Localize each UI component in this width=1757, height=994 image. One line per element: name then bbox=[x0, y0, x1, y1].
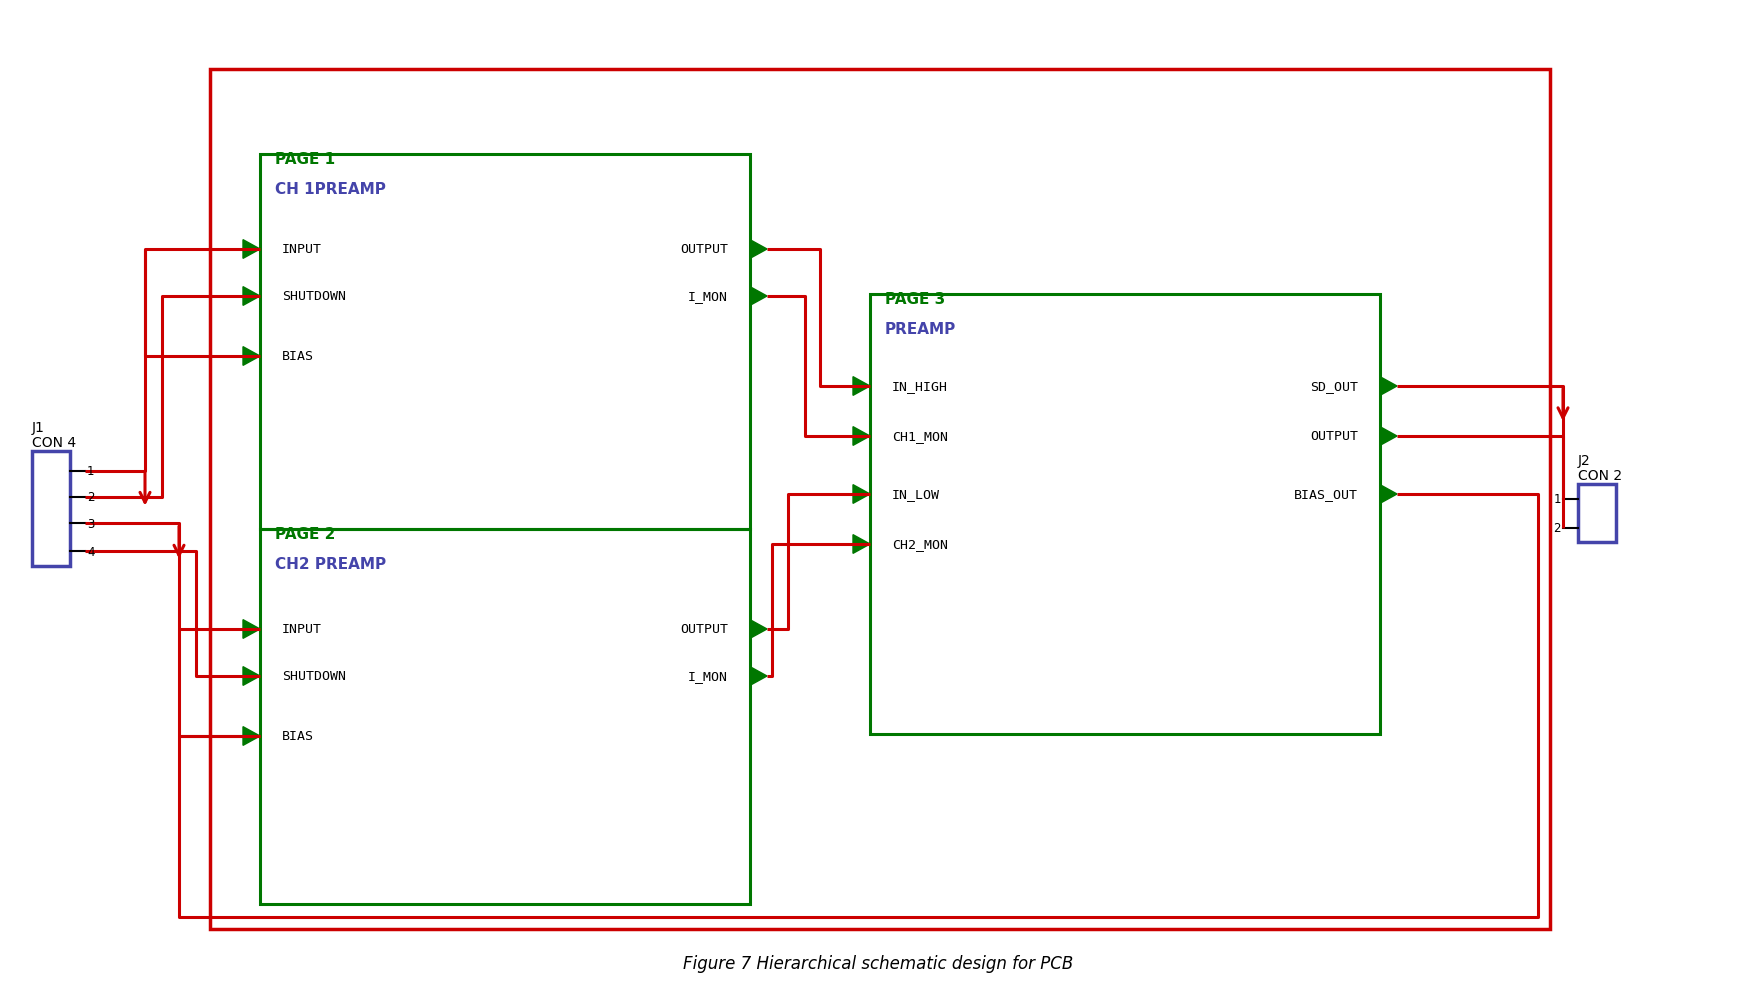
Polygon shape bbox=[750, 241, 768, 259]
Bar bbox=[870, 294, 1379, 735]
Text: J1: J1 bbox=[32, 420, 46, 434]
Text: IN_HIGH: IN_HIGH bbox=[893, 380, 949, 393]
Polygon shape bbox=[1379, 427, 1397, 446]
Bar bbox=[211, 70, 1550, 929]
Text: OUTPUT: OUTPUT bbox=[680, 623, 727, 636]
Text: INPUT: INPUT bbox=[283, 623, 322, 636]
Polygon shape bbox=[242, 241, 260, 259]
Text: PAGE 2: PAGE 2 bbox=[276, 527, 336, 542]
Text: 1: 1 bbox=[88, 464, 95, 477]
Polygon shape bbox=[242, 347, 260, 366]
Text: CON 4: CON 4 bbox=[32, 435, 76, 449]
Bar bbox=[260, 155, 750, 530]
Text: I_MON: I_MON bbox=[689, 290, 727, 303]
Bar bbox=[1578, 484, 1616, 543]
Text: OUTPUT: OUTPUT bbox=[680, 244, 727, 256]
Text: SHUTDOWN: SHUTDOWN bbox=[283, 290, 346, 303]
Text: 2: 2 bbox=[1553, 522, 1560, 535]
Polygon shape bbox=[1379, 378, 1397, 396]
Text: BIAS: BIAS bbox=[283, 730, 315, 743]
Text: IN_LOW: IN_LOW bbox=[893, 488, 940, 501]
Text: 3: 3 bbox=[88, 518, 95, 531]
Text: I_MON: I_MON bbox=[689, 670, 727, 683]
Polygon shape bbox=[242, 287, 260, 306]
Polygon shape bbox=[242, 620, 260, 639]
Text: INPUT: INPUT bbox=[283, 244, 322, 256]
Polygon shape bbox=[242, 727, 260, 746]
Polygon shape bbox=[750, 287, 768, 306]
Text: OUTPUT: OUTPUT bbox=[1311, 430, 1358, 443]
Text: 4: 4 bbox=[88, 545, 95, 558]
Text: PAGE 1: PAGE 1 bbox=[276, 152, 336, 167]
Polygon shape bbox=[852, 378, 870, 396]
Polygon shape bbox=[852, 535, 870, 554]
Text: CH2_MON: CH2_MON bbox=[893, 538, 949, 551]
Text: CH1_MON: CH1_MON bbox=[893, 430, 949, 443]
Text: PAGE 3: PAGE 3 bbox=[886, 291, 945, 307]
Text: PREAMP: PREAMP bbox=[886, 322, 956, 337]
Text: J2: J2 bbox=[1578, 453, 1590, 467]
Text: CH 1PREAMP: CH 1PREAMP bbox=[276, 182, 387, 197]
Text: Figure 7 Hierarchical schematic design for PCB: Figure 7 Hierarchical schematic design f… bbox=[683, 954, 1074, 972]
Text: BIAS: BIAS bbox=[283, 350, 315, 363]
Text: SHUTDOWN: SHUTDOWN bbox=[283, 670, 346, 683]
Polygon shape bbox=[852, 427, 870, 446]
Text: SD_OUT: SD_OUT bbox=[1311, 380, 1358, 393]
Polygon shape bbox=[1379, 485, 1397, 504]
Bar bbox=[32, 451, 70, 567]
Text: CH2 PREAMP: CH2 PREAMP bbox=[276, 557, 387, 572]
Text: BIAS_OUT: BIAS_OUT bbox=[1293, 488, 1358, 501]
Polygon shape bbox=[750, 667, 768, 686]
Polygon shape bbox=[750, 620, 768, 639]
Polygon shape bbox=[852, 485, 870, 504]
Polygon shape bbox=[242, 667, 260, 686]
Text: 1: 1 bbox=[1553, 492, 1560, 506]
Text: 2: 2 bbox=[88, 491, 95, 504]
Bar bbox=[260, 530, 750, 905]
Text: CON 2: CON 2 bbox=[1578, 468, 1622, 482]
